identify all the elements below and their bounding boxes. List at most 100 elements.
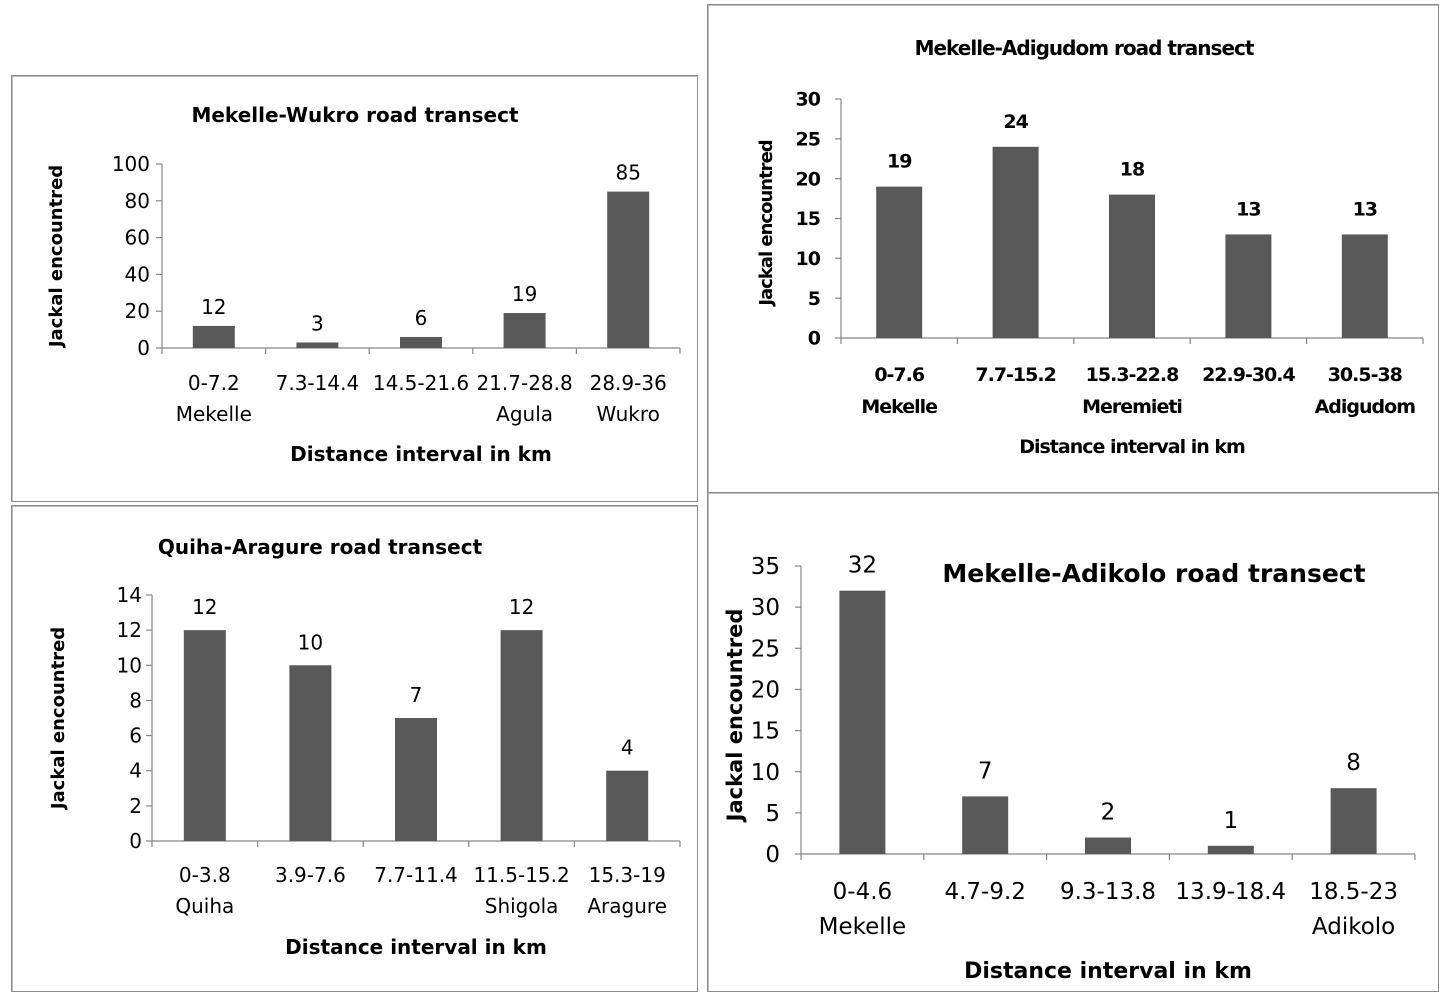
x-category-label: 4.7-9.2: [944, 879, 1025, 905]
y-tick-label: 35: [751, 554, 780, 580]
bar: [183, 630, 226, 841]
x-category-sublabel: Adikolo: [1312, 914, 1395, 940]
y-tick-label: 30: [751, 595, 780, 621]
data-label: 10: [298, 630, 323, 654]
y-tick-label: 15: [751, 719, 780, 745]
x-category-label: 15.3-22.8: [1086, 364, 1179, 386]
data-label: 12: [192, 595, 217, 619]
y-tick-label: 0: [765, 842, 780, 868]
y-tick-label: 30: [796, 89, 821, 111]
y-tick-label: 0: [808, 328, 821, 350]
data-label: 12: [201, 295, 226, 319]
x-category-label: 3.9-7.6: [275, 863, 346, 887]
y-tick-label: 20: [125, 299, 150, 323]
y-tick-label: 5: [808, 288, 820, 310]
bar: [395, 718, 437, 841]
y-tick-label: 25: [751, 636, 780, 662]
data-label: 24: [1003, 111, 1028, 133]
data-label: 13: [1236, 198, 1260, 220]
chart-aragure: Quiha-Aragure road transect 0 2 4 6 8 10 12 14 12…: [48, 535, 681, 959]
bar: [962, 796, 1009, 854]
chart-panel-adikolo: Mekelle-Adikolo road transect 0 5 10 15 20 25 3…: [707, 492, 1439, 992]
bar: [1109, 194, 1155, 338]
y-axis-label: Jackal encountred: [48, 627, 69, 811]
y-axis-label: Jackal encountred: [46, 165, 67, 349]
x-category-label: 0-3.8: [179, 863, 231, 887]
x-category-label: 0-7.6: [874, 364, 925, 386]
x-category-label: 21.7-28.8: [476, 371, 572, 395]
data-label: 7: [978, 758, 993, 784]
bar: [839, 590, 886, 854]
chart-title: Mekelle-Adikolo road transect: [942, 559, 1365, 588]
y-tick-label: 5: [765, 801, 780, 827]
bar: [296, 342, 339, 348]
x-category-sublabel: Aragure: [587, 894, 667, 918]
y-tick-label: 100: [112, 152, 150, 176]
bar: [500, 630, 543, 841]
y-tick-label: 20: [751, 677, 780, 703]
chart-title: Mekelle-Adigudom road transect: [915, 36, 1255, 60]
chart-panel-aragure: Quiha-Aragure road transect 0 2 4 6 8 10 12 14 12…: [11, 505, 698, 992]
x-category-sublabel: Quiha: [175, 894, 234, 918]
y-axis-label: Jackal encountred: [723, 609, 747, 824]
data-label: 7: [410, 683, 423, 707]
data-label: 6: [415, 306, 428, 330]
y-tick-label: 10: [751, 760, 780, 786]
data-label: 85: [615, 161, 640, 185]
y-tick-label: 14: [117, 583, 142, 607]
bar: [1085, 837, 1131, 854]
bar: [1207, 845, 1254, 854]
data-label: 19: [887, 151, 911, 173]
x-category-sublabel: Mekelle: [176, 402, 252, 426]
x-axis-label: Distance interval in km: [1019, 436, 1245, 458]
x-category-label: 7.7-11.4: [374, 863, 458, 887]
bar: [192, 325, 235, 348]
x-category-label: 11.5-15.2: [473, 863, 569, 887]
chart-adigudom: Mekelle-Adigudom road transect 0 5 10 15 20 25…: [756, 36, 1424, 458]
data-label: 1: [1223, 808, 1238, 834]
x-axis-label: Distance interval in km: [290, 442, 552, 466]
data-label: 12: [509, 595, 534, 619]
x-category-sublabel: Agula: [496, 402, 553, 426]
y-tick-label: 60: [125, 226, 150, 250]
y-tick-label: 40: [125, 262, 150, 286]
y-tick-label: 80: [125, 189, 150, 213]
y-tick-label: 10: [117, 653, 142, 677]
y-tick-label: 8: [129, 688, 142, 712]
bar: [400, 336, 442, 348]
bar: [992, 146, 1039, 338]
x-axis-label: Distance interval in km: [964, 959, 1252, 984]
chart-panel-wukro: Mekelle-Wukro road transect 0 20 40 60 80 100 1…: [11, 75, 698, 502]
x-category-sublabel: Wukro: [597, 402, 660, 426]
x-category-label: 9.3-13.8: [1060, 879, 1156, 905]
x-category-label: 0-4.6: [833, 879, 893, 905]
x-category-label: 0-7.2: [188, 371, 240, 395]
x-category-sublabel: Mekelle: [819, 914, 907, 940]
y-tick-label: 15: [796, 208, 820, 230]
x-category-sublabel: Meremieti: [1082, 396, 1182, 418]
x-category-label: 22.9-30.4: [1202, 364, 1295, 386]
bar: [1330, 788, 1377, 854]
y-tick-label: 25: [796, 128, 820, 150]
chart-title: Quiha-Aragure road transect: [158, 535, 483, 559]
y-tick-label: 4: [129, 759, 142, 783]
chart-wukro: Mekelle-Wukro road transect 0 20 40 60 80 100 1…: [46, 103, 681, 466]
bar: [606, 770, 649, 841]
y-tick-label: 2: [129, 794, 142, 818]
y-tick-label: 12: [117, 618, 142, 642]
bar: [1225, 234, 1272, 338]
data-label: 13: [1353, 198, 1377, 220]
chart-title: Mekelle-Wukro road transect: [191, 103, 519, 127]
x-category-sublabel: Adigudom: [1315, 396, 1416, 418]
bar: [876, 186, 923, 338]
y-tick-label: 0: [129, 829, 142, 853]
data-label: 2: [1101, 800, 1116, 826]
x-category-sublabel: Shigola: [485, 894, 559, 918]
bar: [1341, 234, 1388, 338]
y-tick-label: 0: [137, 336, 150, 360]
x-axis-label: Distance interval in km: [285, 935, 547, 959]
chart-panel-adigudom: Mekelle-Adigudom road transect 0 5 10 15 20 25…: [707, 4, 1439, 494]
bar: [289, 665, 332, 841]
bar: [503, 313, 546, 348]
x-category-label: 30.5-38: [1328, 364, 1403, 386]
